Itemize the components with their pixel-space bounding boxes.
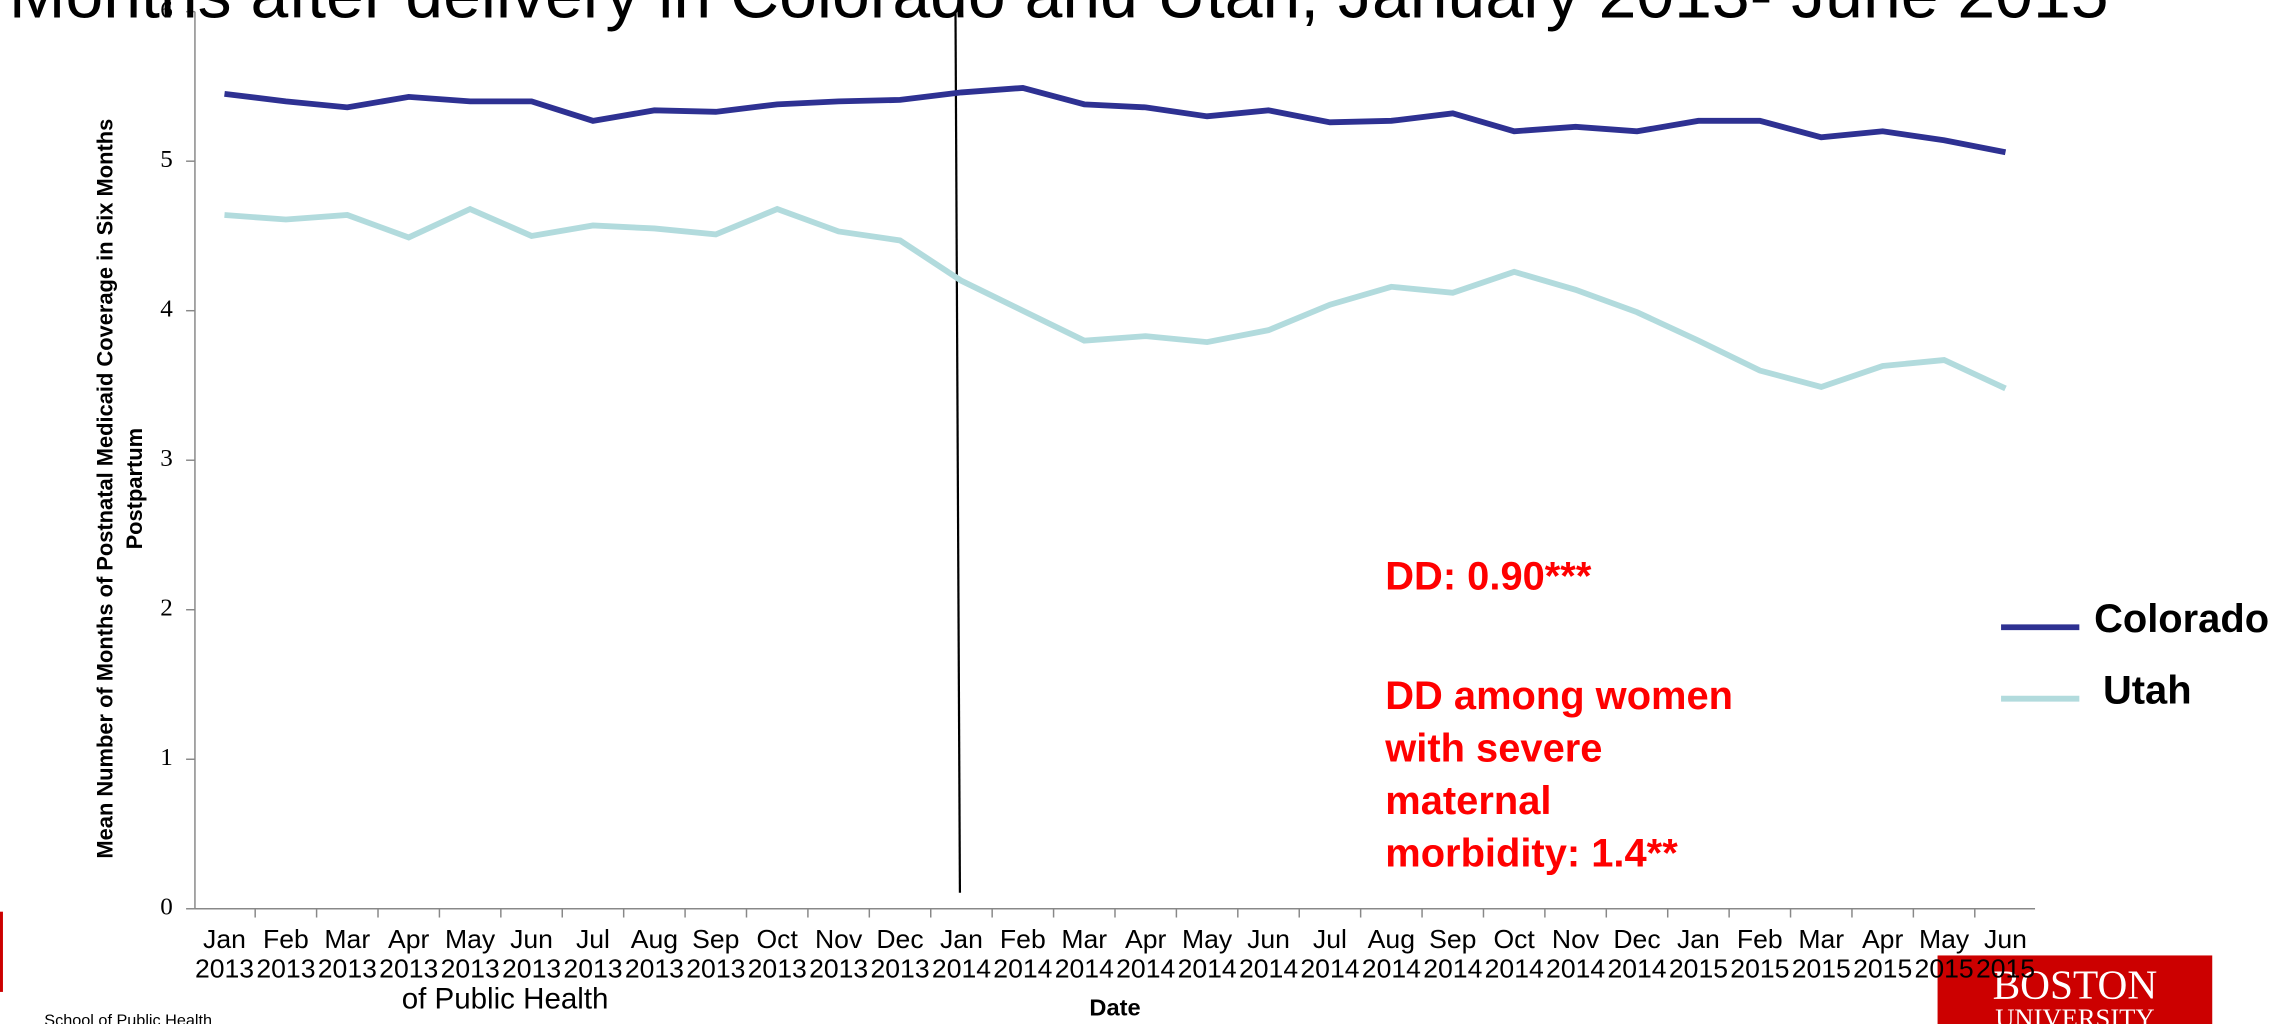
x-tick-label: Sep 2014 [1423,924,1483,984]
x-tick-label: Apr 2013 [379,924,439,984]
footer-text: of Public Health [402,983,609,1016]
x-tick-label: Mar 2015 [1791,924,1851,984]
annotation: DD among women with severe maternal morb… [1385,673,1734,876]
line-series [224,205,2007,392]
x-tick-label: May 2013 [440,924,500,984]
x-axis-label: Date [1089,995,1140,1021]
x-tick-label: Dec 2013 [870,924,930,984]
y-tick-label: 2 [160,595,173,622]
x-tick-label: Apr 2015 [1853,924,1913,984]
y-tick-label: 0 [160,894,173,921]
x-tick-label: Feb 2013 [256,924,316,984]
x-tick-label: Feb 2014 [993,924,1053,984]
x-tick-label: May 2015 [1914,924,1974,984]
logo [1937,955,2213,1024]
x-tick-label: Jan 2013 [194,924,255,984]
edge [0,911,3,992]
policy-line [954,11,962,893]
x-tick-label: Dec 2014 [1607,924,1667,984]
chart-title: Months after delivery in Colorado and Ut… [9,0,2136,38]
x-tick-label: Mar 2013 [317,924,377,984]
x-tick-label: Jun 2015 [1975,924,2036,984]
y-tick-label: 5 [160,146,173,173]
x-tick-label: Jul 2013 [563,924,623,984]
y-tick-label: 4 [160,296,173,323]
x-tick-label: Aug 2014 [1361,924,1421,984]
footer-small: School of Public Health [44,1011,212,1024]
x-tick-label: Jan 2015 [1668,924,1729,984]
legend-label: Utah [2103,669,2192,713]
logo-text: UNIVERSITY [1995,1003,2154,1024]
annotation: DD: 0.90*** [1385,554,1592,599]
x-tick-label: Aug 2013 [624,924,684,984]
x-tick-label: May 2014 [1177,924,1237,984]
y-tick-label: 6 [160,0,173,23]
x-tick-label: Apr 2014 [1116,924,1176,984]
x-tick-label: Jul 2014 [1300,924,1360,984]
x-tick-label: Jun 2013 [501,924,562,984]
legend-label: Colorado [2094,597,2269,641]
y-tick-label: 3 [160,445,173,472]
x-tick-label: Oct 2014 [1484,924,1544,984]
x-tick-label: Sep 2013 [686,924,746,984]
x-tick-label: Nov 2014 [1546,924,1606,984]
y-tick-label: 1 [160,744,173,771]
x-tick-label: Jan 2014 [931,924,992,984]
x-tick-label: Jun 2014 [1238,924,1299,984]
x-tick-label: Mar 2014 [1054,924,1114,984]
x-tick-label: Oct 2013 [747,924,807,984]
logo-text: BOSTON [1993,962,2158,1008]
x-tick-label: Feb 2015 [1730,924,1790,984]
y-axis-label: Mean Number of Months of Postnatal Medic… [92,119,147,859]
x-tick-label: Nov 2013 [809,924,869,984]
line-series [224,84,2007,156]
